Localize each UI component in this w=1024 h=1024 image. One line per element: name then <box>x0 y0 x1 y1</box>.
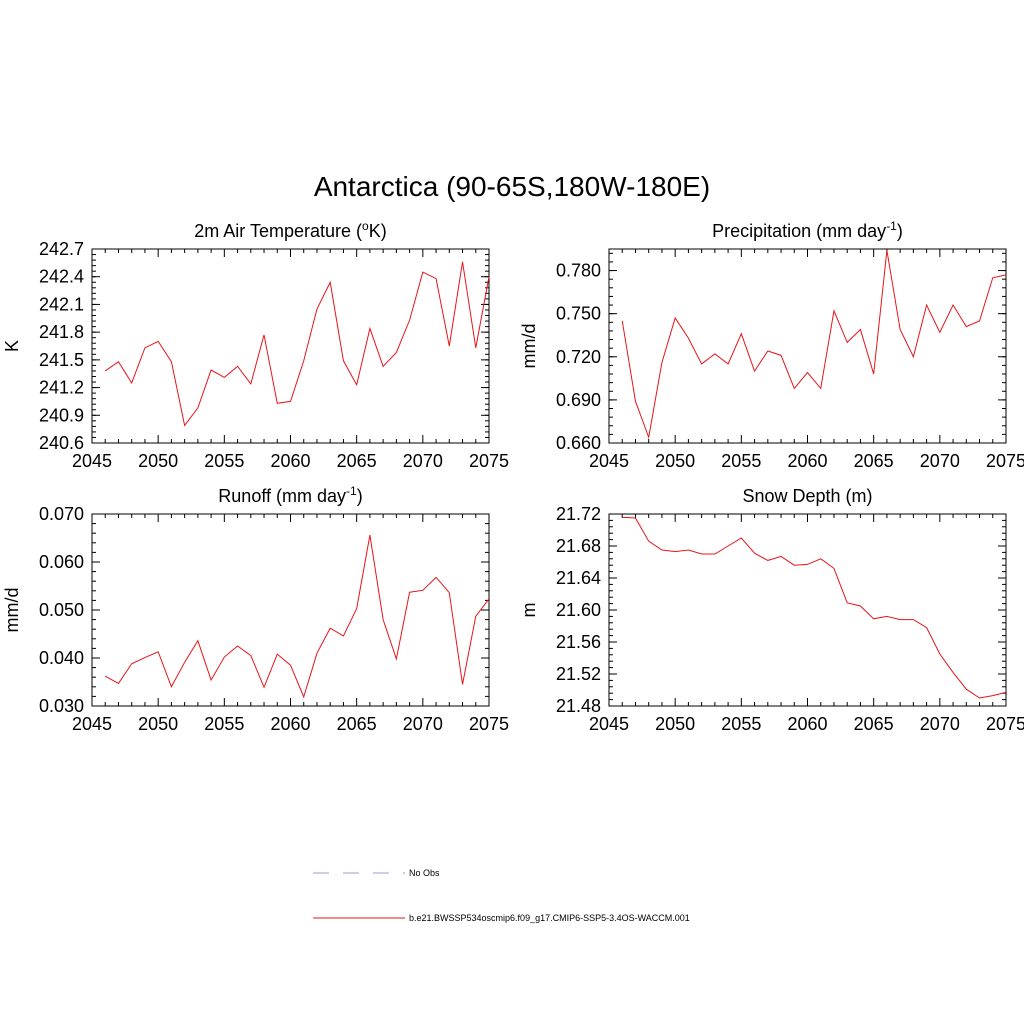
x-tick-label: 2065 <box>337 451 377 471</box>
y-tick-label: 0.720 <box>556 347 601 367</box>
x-tick-label: 2055 <box>204 451 244 471</box>
panel-title: Runoff (mm day-1) <box>218 484 362 506</box>
panels: 2m Air Temperature (oK) K 2045 2050 2055 2060… <box>2 219 1024 734</box>
y-axis-label: m <box>519 603 539 618</box>
panel-precipitation: Precipitation (mm day-1) mm/d 2045 2050 2055… <box>519 219 1024 471</box>
y-tick-label: 0.060 <box>39 552 84 572</box>
series-line-runoff <box>104 535 490 699</box>
y-tick-label: 241.2 <box>39 378 84 398</box>
y-tick-label: 0.070 <box>39 504 84 524</box>
x-tick-label: 2055 <box>721 714 761 734</box>
y-tick-label: 21.72 <box>556 504 601 524</box>
series-line-snow-depth <box>622 516 1007 699</box>
y-tick-label: 242.7 <box>39 239 84 259</box>
y-axis-label: mm/d <box>2 588 22 633</box>
y-tick-label: 21.48 <box>556 696 601 716</box>
y-tick-label: 242.4 <box>39 267 84 287</box>
y-tick-label: 21.56 <box>556 632 601 652</box>
x-tick-label: 2070 <box>403 714 443 734</box>
panel-temperature: 2m Air Temperature (oK) K 2045 2050 2055 2060… <box>2 219 509 471</box>
x-tick-label: 2070 <box>920 451 960 471</box>
panel-snow-depth: Snow Depth (m) m 2045 2050 2055 2060 2065 2070 2… <box>519 486 1024 734</box>
x-tick-label: 2045 <box>589 714 629 734</box>
x-tick-label: 2050 <box>655 451 695 471</box>
y-tick-label: 240.6 <box>39 433 84 453</box>
y-axis-label: K <box>2 340 22 352</box>
panel-title: Precipitation (mm day-1) <box>712 219 903 241</box>
panel-title: Snow Depth (m) <box>742 486 872 506</box>
y-tick-label: 0.040 <box>39 648 84 668</box>
y-tick-label: 21.60 <box>556 600 601 620</box>
panel-title-tail: ) <box>897 221 903 241</box>
plot-frame <box>91 248 490 444</box>
panel-title-text: Snow Depth (m) <box>742 486 872 506</box>
y-tick-label: 21.68 <box>556 536 601 556</box>
y-tick-label: 241.5 <box>39 350 84 370</box>
x-tick-label: 2050 <box>655 714 695 734</box>
y-tick-label: 0.780 <box>556 261 601 281</box>
legend: No Obs b.e21.BWSSP534oscmip6.f09_g17.CMI… <box>313 868 690 923</box>
x-tick-label: 2075 <box>986 451 1024 471</box>
x-tick-label: 2070 <box>920 714 960 734</box>
series-line-precipitation <box>621 250 1007 440</box>
x-tick-label: 2060 <box>787 451 827 471</box>
x-tick-label: 2065 <box>854 451 894 471</box>
series-line-temperature <box>104 261 490 427</box>
plot-frame <box>608 248 1007 444</box>
y-tick-label: 0.690 <box>556 390 601 410</box>
panel-title-tail: ) <box>357 486 363 506</box>
panel-title-tail: K) <box>369 221 387 241</box>
y-tick-label: 0.750 <box>556 304 601 324</box>
x-tick-label: 2045 <box>72 714 112 734</box>
panel-title-superscript: -1 <box>886 219 897 233</box>
legend-obs-label: No Obs <box>409 868 440 878</box>
x-tick-label: 2060 <box>270 714 310 734</box>
panel-runoff: Runoff (mm day-1) mm/d 2045 2050 2055 2060 206… <box>2 484 509 734</box>
x-tick-label: 2050 <box>138 714 178 734</box>
y-tick-label: 0.660 <box>556 433 601 453</box>
x-tick-label: 2075 <box>469 714 509 734</box>
plot-frame <box>91 513 490 707</box>
x-tick-label: 2060 <box>787 714 827 734</box>
x-tick-label: 2070 <box>403 451 443 471</box>
panel-title-superscript: -1 <box>346 484 357 498</box>
main-title: Antarctica (90-65S,180W-180E) <box>314 171 710 202</box>
x-tick-label: 2060 <box>270 451 310 471</box>
x-tick-label: 2050 <box>138 451 178 471</box>
panel-title-text: 2m Air Temperature ( <box>194 221 362 241</box>
x-tick-label: 2055 <box>721 451 761 471</box>
legend-model-label: b.e21.BWSSP534oscmip6.f09_g17.CMIP6-SSP5… <box>409 913 690 923</box>
x-tick-label: 2065 <box>854 714 894 734</box>
y-tick-label: 21.64 <box>556 568 601 588</box>
y-tick-label: 242.1 <box>39 294 84 314</box>
panel-title-text: Runoff (mm day <box>218 486 346 506</box>
y-tick-label: 0.030 <box>39 696 84 716</box>
y-axis-label: mm/d <box>519 324 539 369</box>
x-tick-label: 2065 <box>337 714 377 734</box>
panel-title-superscript: o <box>362 219 369 233</box>
panel-title-text: Precipitation (mm day <box>712 221 886 241</box>
plot-frame <box>608 513 1007 707</box>
panel-title: 2m Air Temperature (oK) <box>194 219 386 241</box>
x-tick-label: 2075 <box>469 451 509 471</box>
y-tick-label: 241.8 <box>39 322 84 342</box>
y-tick-label: 21.52 <box>556 664 601 684</box>
x-tick-label: 2045 <box>72 451 112 471</box>
x-tick-label: 2055 <box>204 714 244 734</box>
y-tick-label: 0.050 <box>39 600 84 620</box>
x-tick-label: 2045 <box>589 451 629 471</box>
x-tick-label: 2075 <box>986 714 1024 734</box>
y-tick-label: 240.9 <box>39 405 84 425</box>
